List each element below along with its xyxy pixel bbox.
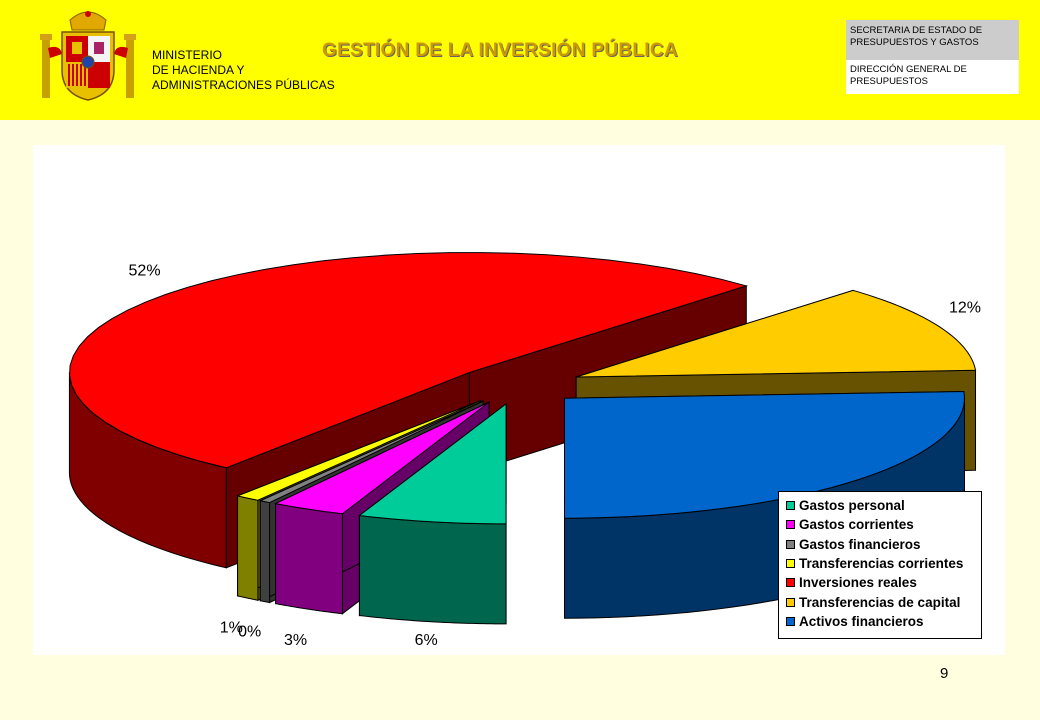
ministry-line-1: MINISTERIO <box>152 48 223 62</box>
legend-swatch <box>786 539 795 549</box>
legend-label: Gastos financieros <box>799 536 921 552</box>
chart-legend: Gastos personal Gastos corrientes Gastos… <box>778 491 982 639</box>
legend-item: Inversiones reales <box>786 573 981 592</box>
legend-label: Activos financieros <box>799 613 924 629</box>
legend-item: Activos financieros <box>786 612 981 631</box>
legend-label: Transferencias de capital <box>799 594 961 610</box>
pie-slice <box>358 402 507 625</box>
legend-swatch <box>786 559 795 569</box>
header-banner: MINISTERIO DE HACIENDA Y ADMINISTRACIONE… <box>0 0 1040 120</box>
secretaria-line-1: SECRETARIA DE ESTADO DE <box>850 25 983 36</box>
legend-item: Gastos personal <box>786 496 981 515</box>
ministry-name: MINISTERIO DE HACIENDA Y ADMINISTRACIONE… <box>152 48 335 93</box>
pie-slice-top <box>575 289 977 378</box>
pie-slice-top <box>235 400 481 501</box>
legend-item: Gastos financieros <box>786 535 981 554</box>
pie-slice-top <box>273 401 490 515</box>
legend-label: Gastos personal <box>799 498 905 514</box>
pie-value-label: 12% <box>949 300 981 317</box>
pie-slice-wall <box>237 495 259 601</box>
legend-swatch <box>786 520 795 530</box>
direccion-line-1: DIRECCIÓN GENERAL DE <box>850 64 967 75</box>
secretaria-line-2: PRESUPUESTOS Y GASTOS <box>850 37 979 48</box>
pie-slice-top <box>69 252 749 469</box>
pie-slice-wall <box>259 500 271 604</box>
pie-slice-wall <box>275 503 343 615</box>
pie-slice-top <box>258 400 484 504</box>
secretaria-box: SECRETARIA DE ESTADO DE PRESUPUESTOS Y G… <box>846 20 1019 60</box>
direccion-line-2: PRESUPUESTOS <box>850 76 928 87</box>
legend-label: Transferencias corrientes <box>799 556 964 572</box>
ministry-line-2: DE HACIENDA Y <box>152 63 245 77</box>
ministry-line-3: ADMINISTRACIONES PÚBLICAS <box>152 78 335 92</box>
page-number: 9 <box>940 665 949 682</box>
slide-title: GESTIÓN DE LA INVERSIÓN PÚBLICA <box>322 40 678 61</box>
legend-item: Gastos corrientes <box>786 515 981 534</box>
legend-swatch <box>786 597 795 607</box>
pie-value-label: 3% <box>284 632 307 649</box>
legend-item: Transferencias corrientes <box>786 554 981 573</box>
legend-swatch <box>786 501 795 511</box>
legend-label: Gastos corrientes <box>799 517 914 533</box>
pie-slice-wall <box>358 514 507 625</box>
legend-item: Transferencias de capital <box>786 592 981 611</box>
pie-value-label: 52% <box>129 262 161 279</box>
pie-slice-top <box>358 402 507 525</box>
legend-swatch <box>786 578 795 588</box>
coat-of-arms-logo <box>40 11 136 101</box>
pie-value-label: 1% <box>220 619 243 636</box>
pie-chart: 6%3%0%1%52%12%26% Gastos personal Gastos… <box>33 145 1005 655</box>
direccion-box: DIRECCIÓN GENERAL DE PRESUPUESTOS <box>846 60 1019 94</box>
pie-slice-top <box>563 391 965 519</box>
pie-value-label: 6% <box>415 632 438 649</box>
legend-label: Inversiones reales <box>799 575 917 591</box>
legend-swatch <box>786 616 795 626</box>
pie-value-label: 0% <box>238 623 261 640</box>
